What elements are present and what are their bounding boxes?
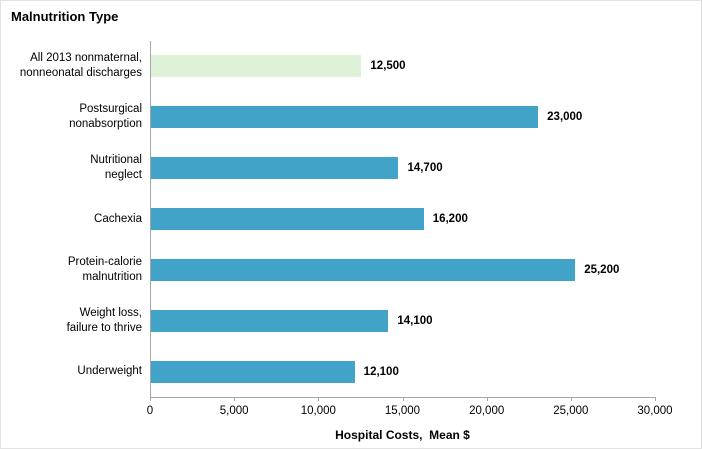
x-tick-label: 20,000 (469, 405, 505, 417)
plot-area: 12,500 23,000 14,700 16,200 25,200 14,100 12,1… (150, 41, 656, 398)
x-tick-mark (318, 397, 320, 401)
chart-row: 14,700 (151, 143, 656, 194)
value-label: 25,200 (584, 263, 620, 276)
chart-row: 12,100 (151, 346, 656, 397)
category-label: Protein-calorie malnutrition (67, 255, 142, 283)
x-tick-mark (234, 397, 236, 401)
value-label: 12,100 (363, 365, 399, 378)
bar (151, 360, 355, 383)
value-label: 14,100 (397, 314, 433, 327)
x-axis-label: Hospital Costs, Mean $ (335, 428, 470, 442)
category-labels: All 2013 nonmaternal, nonneonatal discha… (1, 41, 142, 397)
bar (151, 208, 424, 230)
x-axis: 0 5,000 10,000 15,000 20,000 25,000 30,000 (146, 397, 673, 425)
x-tick-label: 30,000 (637, 405, 673, 417)
x-tick-mark (150, 397, 151, 401)
bar (151, 106, 539, 129)
x-tick-label: 0 (146, 405, 154, 417)
x-tick-label: 25,000 (553, 405, 589, 417)
bar (151, 157, 399, 180)
category-label: Nutritional neglect (90, 154, 142, 182)
value-label: 14,700 (407, 162, 443, 175)
bar (151, 55, 362, 78)
chart-row: 23,000 (151, 92, 656, 143)
chart-title: Malnutrition Type (11, 9, 119, 24)
value-label: 23,000 (547, 111, 583, 124)
chart-row: 16,200 (151, 194, 656, 245)
category-label: Underweight (77, 365, 142, 378)
chart-row: 14,100 (151, 295, 656, 346)
bar (151, 309, 389, 332)
category-label: All 2013 nonmaternal, nonneonatal discha… (19, 52, 142, 80)
x-tick-label: 15,000 (384, 405, 421, 417)
x-tick-mark (402, 397, 404, 401)
x-tick-mark (655, 397, 656, 401)
bar (151, 258, 576, 281)
x-tick-mark (486, 397, 488, 401)
value-label: 12,500 (370, 60, 406, 73)
x-tick-label: 10,000 (300, 405, 336, 417)
x-tick-mark (570, 397, 572, 401)
category-label: Cachexia (94, 212, 142, 225)
x-tick-label: 5,000 (219, 405, 249, 417)
chart-row: 25,200 (151, 244, 656, 295)
category-label: Postsurgical nonabsorption (69, 103, 142, 131)
value-label: 16,200 (432, 213, 468, 225)
category-label: Weight loss, failure to thrive (66, 306, 142, 334)
chart-row: 12,500 (151, 41, 656, 92)
